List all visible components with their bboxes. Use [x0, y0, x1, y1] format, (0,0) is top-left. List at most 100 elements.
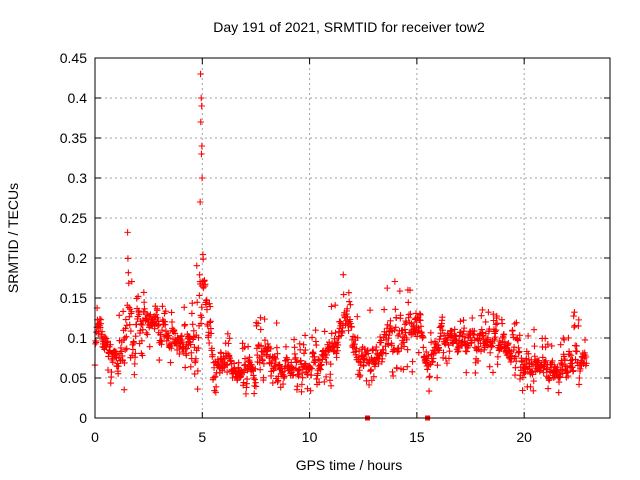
data-point — [457, 318, 464, 325]
data-point — [259, 357, 266, 364]
data-point — [198, 314, 205, 321]
data-point — [189, 321, 196, 328]
data-point — [570, 323, 578, 331]
x-tick-label: 5 — [198, 429, 206, 445]
data-point — [556, 374, 564, 381]
data-point — [243, 375, 251, 383]
data-point — [485, 309, 492, 316]
data-point — [154, 314, 161, 322]
data-point — [270, 367, 277, 374]
data-point — [433, 374, 441, 381]
data-point — [272, 363, 279, 371]
data-point — [406, 286, 414, 294]
data-point — [201, 277, 208, 284]
data-point — [494, 361, 501, 368]
data-point — [252, 383, 260, 390]
data-point — [326, 346, 333, 353]
data-point — [191, 370, 198, 378]
data-point — [195, 334, 202, 341]
data-point — [308, 365, 315, 372]
data-point — [401, 321, 409, 328]
data-point — [327, 371, 334, 378]
y-tick-label: 0.4 — [68, 90, 88, 106]
data-point — [196, 271, 203, 279]
data-point — [158, 326, 166, 334]
data-point — [423, 348, 430, 356]
data-point — [439, 326, 446, 334]
data-point — [203, 306, 211, 313]
data-point — [572, 356, 579, 363]
data-point — [107, 341, 114, 348]
data-point — [559, 362, 566, 369]
data-point — [344, 305, 351, 312]
data-point — [153, 307, 161, 314]
data-point — [188, 349, 195, 357]
data-point — [244, 343, 252, 350]
data-point — [514, 337, 522, 344]
data-point — [543, 366, 550, 373]
data-point — [347, 301, 354, 308]
data-point — [326, 377, 334, 384]
data-point — [221, 355, 229, 363]
data-point — [419, 333, 427, 341]
data-point — [472, 369, 479, 377]
data-point — [207, 318, 214, 325]
data-point — [415, 349, 422, 356]
data-point — [257, 342, 265, 349]
data-point — [566, 351, 573, 358]
data-point — [558, 366, 566, 374]
data-point — [559, 370, 566, 377]
y-tick-label: 0.45 — [60, 50, 87, 66]
data-point — [192, 355, 200, 362]
data-point — [404, 363, 411, 370]
data-point — [331, 335, 338, 342]
data-point — [340, 271, 347, 278]
data-point — [334, 347, 341, 354]
data-point — [267, 345, 274, 352]
data-point — [567, 352, 575, 359]
data-point — [490, 310, 497, 318]
data-point — [469, 314, 476, 322]
data-point — [223, 368, 231, 376]
data-point — [118, 348, 125, 355]
data-point — [389, 368, 396, 376]
data-point — [494, 353, 502, 360]
data-point — [477, 347, 485, 355]
data-point — [140, 299, 148, 306]
data-point — [444, 336, 451, 344]
data-point — [104, 366, 112, 374]
data-point — [157, 331, 164, 338]
data-point — [409, 368, 416, 376]
data-point — [224, 361, 231, 369]
data-point — [565, 334, 572, 342]
data-point — [212, 389, 219, 396]
data-point — [513, 357, 520, 365]
x-tick-label: 20 — [516, 429, 532, 445]
data-point — [546, 375, 553, 383]
data-point — [126, 321, 133, 328]
data-point — [356, 367, 363, 374]
data-point — [557, 341, 564, 348]
plot-frame — [94, 57, 611, 419]
data-point — [152, 311, 160, 318]
data-point — [519, 374, 527, 381]
data-point — [577, 365, 584, 373]
data-point — [256, 366, 264, 373]
data-point — [530, 326, 538, 333]
data-point — [333, 354, 340, 361]
data-point — [129, 346, 137, 353]
data-point — [432, 340, 439, 347]
data-point — [405, 311, 413, 318]
data-point — [346, 298, 353, 305]
data-point — [279, 380, 287, 388]
data-point — [443, 359, 451, 367]
data-point — [252, 365, 259, 372]
data-point — [308, 334, 316, 341]
data-point — [176, 350, 183, 358]
data-point — [331, 301, 339, 309]
data-point — [224, 330, 232, 338]
data-point — [302, 346, 309, 354]
data-point — [420, 344, 427, 351]
data-point — [426, 373, 433, 380]
